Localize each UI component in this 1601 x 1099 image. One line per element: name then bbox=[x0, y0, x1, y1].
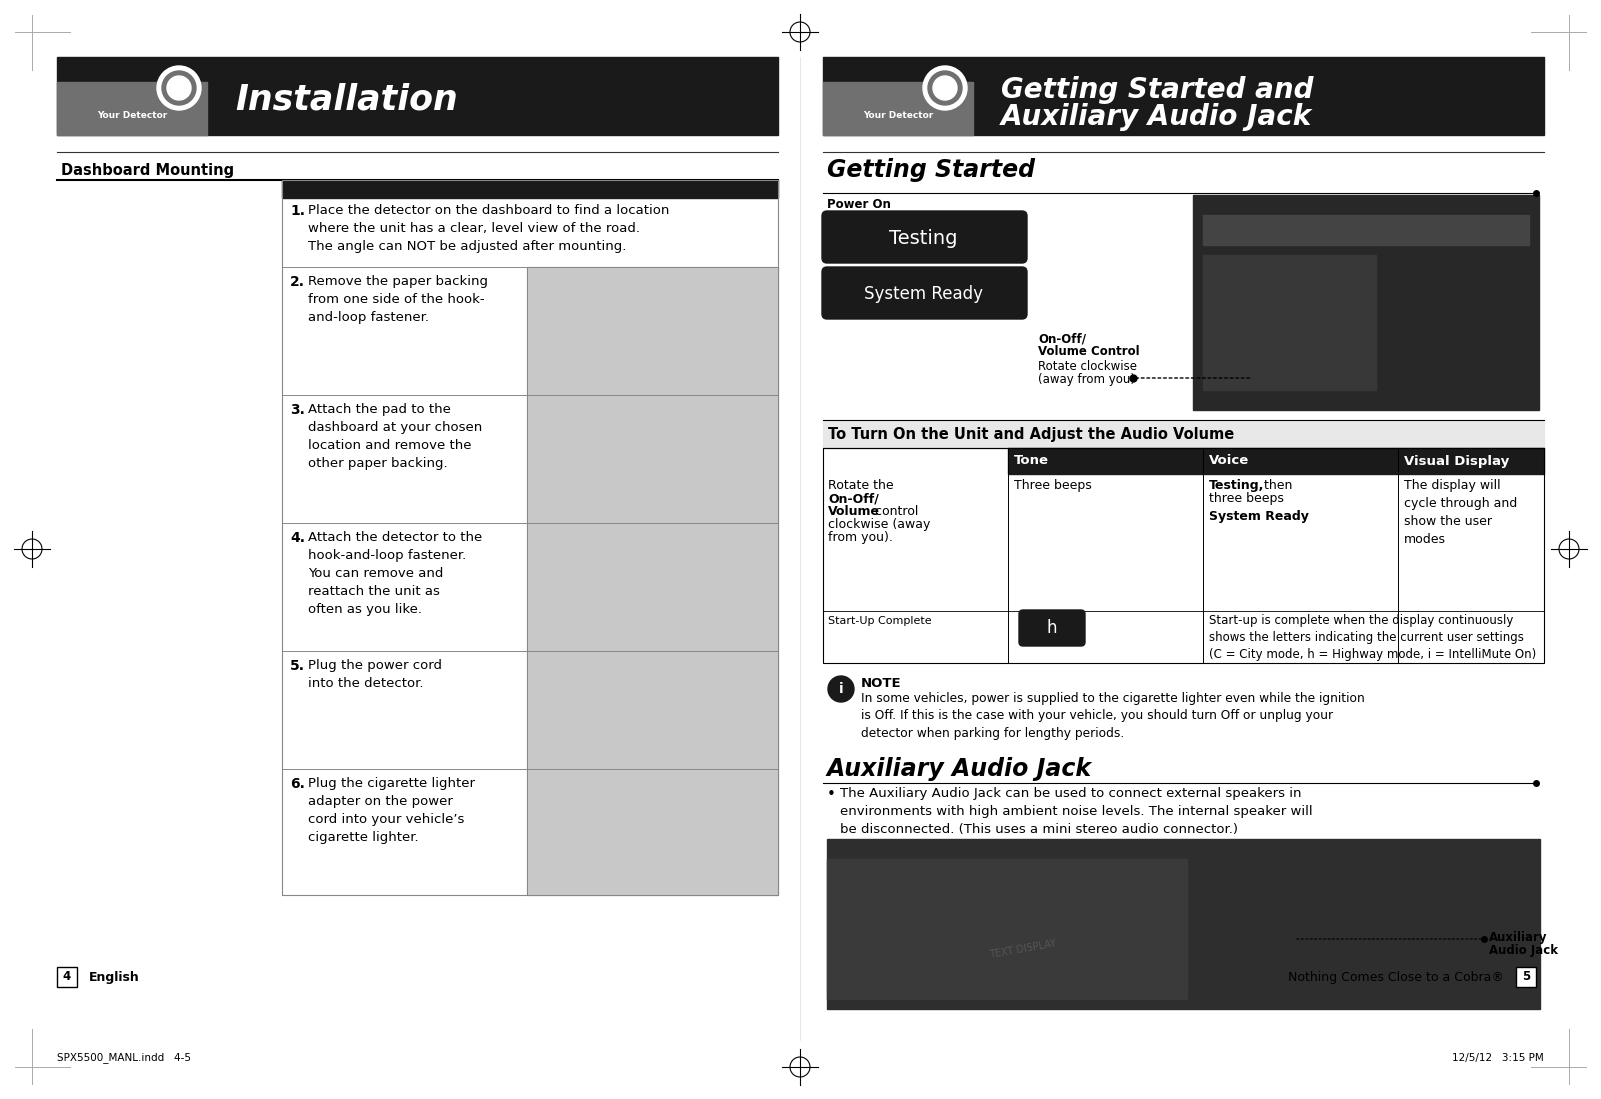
Text: 2.: 2. bbox=[290, 275, 306, 289]
Text: In some vehicles, power is supplied to the cigarette lighter even while the igni: In some vehicles, power is supplied to t… bbox=[861, 692, 1364, 740]
Text: SPX5500_MANL.indd   4-5: SPX5500_MANL.indd 4-5 bbox=[58, 1053, 191, 1064]
Text: 12/5/12   3:15 PM: 12/5/12 3:15 PM bbox=[1452, 1053, 1543, 1063]
Bar bbox=[58, 82, 207, 135]
Bar bbox=[58, 57, 778, 135]
Text: Attach the detector to the
hook-and-loop fastener.
You can remove and
reattach t: Attach the detector to the hook-and-loop… bbox=[307, 531, 482, 617]
Text: 1.: 1. bbox=[290, 204, 306, 218]
Text: TEXT DISPLAY: TEXT DISPLAY bbox=[989, 939, 1057, 959]
Circle shape bbox=[933, 76, 957, 100]
Text: from you).: from you). bbox=[828, 531, 893, 544]
Text: Installation: Installation bbox=[235, 82, 458, 116]
FancyBboxPatch shape bbox=[821, 267, 1026, 319]
Bar bbox=[1202, 215, 1529, 245]
Text: three beeps: three beeps bbox=[1209, 492, 1284, 506]
Bar bbox=[527, 395, 778, 523]
Text: System Ready: System Ready bbox=[863, 285, 983, 303]
Text: 6.: 6. bbox=[290, 777, 304, 791]
Bar bbox=[1202, 448, 1398, 474]
Bar bbox=[527, 769, 778, 895]
Bar bbox=[1202, 255, 1375, 390]
Text: Getting Started and: Getting Started and bbox=[1001, 76, 1313, 104]
Text: Testing,: Testing, bbox=[1209, 479, 1265, 492]
Bar bbox=[823, 82, 973, 135]
Text: Plug the cigarette lighter
adapter on the power
cord into your vehicle’s
cigaret: Plug the cigarette lighter adapter on th… bbox=[307, 777, 475, 844]
Circle shape bbox=[924, 66, 967, 110]
Text: Nothing Comes Close to a Cobra®: Nothing Comes Close to a Cobra® bbox=[1289, 970, 1511, 984]
Text: Your Detector: Your Detector bbox=[98, 111, 167, 121]
Text: then: then bbox=[1260, 479, 1292, 492]
Text: i: i bbox=[839, 682, 844, 696]
Bar bbox=[823, 420, 1543, 448]
Bar bbox=[282, 180, 778, 895]
Text: English: English bbox=[90, 970, 139, 984]
Text: Attach the pad to the
dashboard at your chosen
location and remove the
other pap: Attach the pad to the dashboard at your … bbox=[307, 403, 482, 470]
Text: Volume Control: Volume Control bbox=[1037, 345, 1140, 358]
Text: Testing: Testing bbox=[889, 229, 957, 247]
Text: 4.: 4. bbox=[290, 531, 306, 545]
Text: Auxiliary Audio Jack: Auxiliary Audio Jack bbox=[828, 757, 1092, 781]
Text: Start-Up Complete: Start-Up Complete bbox=[828, 617, 932, 626]
Text: To Turn On the Unit and Adjust the Audio Volume: To Turn On the Unit and Adjust the Audio… bbox=[828, 426, 1234, 442]
Circle shape bbox=[929, 71, 962, 106]
Bar bbox=[1516, 967, 1535, 987]
Bar bbox=[527, 523, 778, 651]
Text: 5: 5 bbox=[1523, 970, 1531, 984]
Text: On-Off/: On-Off/ bbox=[828, 492, 879, 506]
Text: Start-up is complete when the display continuously
shows the letters indicating : Start-up is complete when the display co… bbox=[1209, 614, 1537, 660]
Text: Place the detector on the dashboard to find a location
where the unit has a clea: Place the detector on the dashboard to f… bbox=[307, 204, 669, 253]
Text: Your Detector: Your Detector bbox=[863, 111, 933, 121]
Text: Auxiliary Audio Jack: Auxiliary Audio Jack bbox=[1001, 103, 1313, 131]
Text: Tone: Tone bbox=[1013, 455, 1049, 467]
Text: Getting Started: Getting Started bbox=[828, 158, 1034, 182]
Text: Visual Display: Visual Display bbox=[1404, 455, 1510, 467]
Bar bbox=[828, 839, 1540, 1009]
Text: Audio Jack: Audio Jack bbox=[1489, 944, 1558, 957]
Text: 5.: 5. bbox=[290, 659, 306, 673]
Text: clockwise (away: clockwise (away bbox=[828, 518, 930, 531]
Text: Auxiliary: Auxiliary bbox=[1489, 931, 1548, 944]
FancyBboxPatch shape bbox=[1018, 610, 1085, 646]
Bar bbox=[527, 651, 778, 769]
Text: System Ready: System Ready bbox=[1209, 510, 1310, 523]
Text: control: control bbox=[871, 506, 919, 518]
Text: NOTE: NOTE bbox=[861, 677, 901, 690]
Bar bbox=[527, 267, 778, 395]
Circle shape bbox=[162, 71, 195, 106]
Text: Three beeps: Three beeps bbox=[1013, 479, 1092, 492]
Text: The Auxiliary Audio Jack can be used to connect external speakers in
environment: The Auxiliary Audio Jack can be used to … bbox=[841, 787, 1313, 836]
Text: Remove the paper backing
from one side of the hook-
and-loop fastener.: Remove the paper backing from one side o… bbox=[307, 275, 488, 324]
Bar bbox=[823, 448, 1543, 663]
Text: •: • bbox=[828, 787, 836, 802]
Text: On-Off/: On-Off/ bbox=[1037, 332, 1085, 345]
Bar bbox=[58, 967, 77, 987]
FancyBboxPatch shape bbox=[821, 211, 1026, 263]
Bar bbox=[1193, 195, 1539, 410]
Text: Volume: Volume bbox=[828, 506, 881, 518]
Text: Plug the power cord
into the detector.: Plug the power cord into the detector. bbox=[307, 659, 442, 690]
Text: 3.: 3. bbox=[290, 403, 304, 417]
Circle shape bbox=[157, 66, 202, 110]
Bar bbox=[828, 859, 1186, 999]
Text: Dashboard Mounting: Dashboard Mounting bbox=[61, 163, 234, 178]
Bar bbox=[1009, 448, 1202, 474]
Circle shape bbox=[828, 676, 853, 702]
Text: Power On: Power On bbox=[828, 198, 890, 211]
Text: 4: 4 bbox=[62, 970, 70, 984]
Text: Rotate clockwise: Rotate clockwise bbox=[1037, 360, 1137, 373]
Text: h: h bbox=[1047, 619, 1057, 637]
Text: The display will
cycle through and
show the user
modes: The display will cycle through and show … bbox=[1404, 479, 1518, 546]
Bar bbox=[282, 180, 778, 198]
Text: Rotate the: Rotate the bbox=[828, 479, 898, 492]
Text: Voice: Voice bbox=[1209, 455, 1249, 467]
Bar bbox=[823, 57, 1543, 135]
Text: (away from you): (away from you) bbox=[1037, 373, 1135, 386]
Bar bbox=[1398, 448, 1543, 474]
Circle shape bbox=[167, 76, 191, 100]
